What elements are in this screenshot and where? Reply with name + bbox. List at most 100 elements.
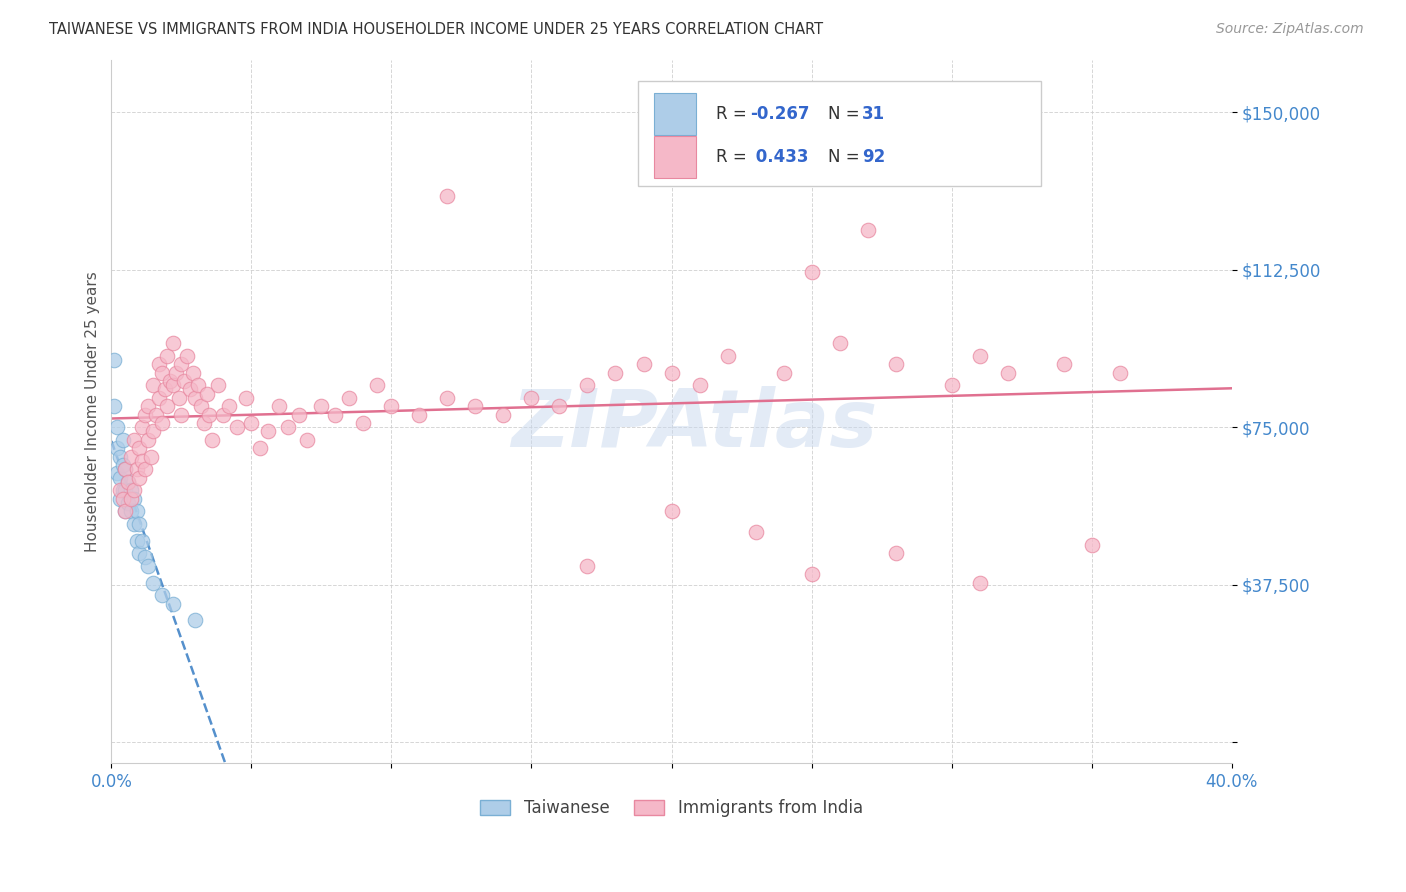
Point — [131, 453, 153, 467]
Point — [162, 336, 184, 351]
Point — [122, 491, 145, 506]
FancyBboxPatch shape — [654, 136, 696, 178]
Point — [114, 462, 136, 476]
Point — [108, 491, 131, 506]
Point — [716, 349, 738, 363]
Point — [108, 450, 131, 464]
Point — [605, 366, 627, 380]
Point — [111, 433, 134, 447]
Point — [800, 265, 823, 279]
Point — [120, 504, 142, 518]
Point — [108, 483, 131, 497]
Point — [117, 475, 139, 489]
Point — [179, 382, 201, 396]
Point — [131, 533, 153, 548]
Point — [218, 399, 240, 413]
Point — [856, 223, 879, 237]
Point — [353, 416, 375, 430]
Point — [969, 349, 991, 363]
Point — [744, 525, 766, 540]
Point — [181, 366, 204, 380]
Point — [633, 357, 655, 371]
Point — [150, 588, 173, 602]
Point — [240, 416, 263, 430]
Point — [142, 378, 165, 392]
Point — [150, 416, 173, 430]
Y-axis label: Householder Income Under 25 years: Householder Income Under 25 years — [86, 271, 100, 552]
Point — [198, 408, 221, 422]
Point — [800, 567, 823, 582]
Point — [128, 516, 150, 531]
Text: R =: R = — [716, 104, 752, 123]
Point — [249, 441, 271, 455]
Point — [148, 357, 170, 371]
Point — [145, 408, 167, 422]
Point — [884, 357, 907, 371]
Point — [207, 378, 229, 392]
Point — [269, 399, 291, 413]
Point — [288, 408, 311, 422]
Point — [408, 408, 430, 422]
Point — [311, 399, 333, 413]
Point — [150, 366, 173, 380]
Text: 0.433: 0.433 — [749, 148, 808, 166]
Point — [136, 558, 159, 573]
Point — [436, 189, 458, 203]
Text: ZIPAtlas: ZIPAtlas — [510, 386, 877, 465]
Point — [114, 462, 136, 476]
Point — [122, 516, 145, 531]
FancyBboxPatch shape — [638, 80, 1042, 186]
Point — [111, 483, 134, 497]
Point — [170, 408, 193, 422]
Point — [380, 399, 402, 413]
Point — [136, 433, 159, 447]
Point — [520, 391, 543, 405]
Point — [105, 441, 128, 455]
Point — [162, 378, 184, 392]
Point — [257, 425, 280, 439]
Point — [226, 420, 249, 434]
Point — [297, 433, 319, 447]
Point — [576, 558, 599, 573]
Point — [325, 408, 347, 422]
Point — [366, 378, 388, 392]
Point — [128, 470, 150, 484]
Text: R =: R = — [716, 148, 752, 166]
Point — [120, 483, 142, 497]
Point — [134, 550, 156, 565]
Point — [1108, 366, 1130, 380]
Point — [436, 391, 458, 405]
Text: 31: 31 — [862, 104, 884, 123]
Point — [548, 399, 571, 413]
Text: 92: 92 — [862, 148, 886, 166]
Point — [117, 475, 139, 489]
Point — [111, 491, 134, 506]
Text: Source: ZipAtlas.com: Source: ZipAtlas.com — [1216, 22, 1364, 37]
Point — [193, 416, 215, 430]
Point — [117, 496, 139, 510]
Point — [134, 408, 156, 422]
Point — [190, 399, 212, 413]
Point — [128, 546, 150, 560]
Point — [165, 366, 187, 380]
Point — [122, 483, 145, 497]
Point — [162, 597, 184, 611]
Point — [464, 399, 486, 413]
Point — [142, 575, 165, 590]
Point — [136, 399, 159, 413]
Point — [167, 391, 190, 405]
Point — [661, 504, 683, 518]
Text: TAIWANESE VS IMMIGRANTS FROM INDIA HOUSEHOLDER INCOME UNDER 25 YEARS CORRELATION: TAIWANESE VS IMMIGRANTS FROM INDIA HOUSE… — [49, 22, 824, 37]
Point — [173, 374, 195, 388]
Point — [120, 450, 142, 464]
Point — [131, 420, 153, 434]
Point — [184, 391, 207, 405]
Point — [156, 349, 179, 363]
Point — [120, 491, 142, 506]
Point — [235, 391, 257, 405]
Point — [122, 433, 145, 447]
Point — [148, 391, 170, 405]
Point — [201, 433, 224, 447]
Point — [661, 366, 683, 380]
Text: N =: N = — [828, 104, 865, 123]
